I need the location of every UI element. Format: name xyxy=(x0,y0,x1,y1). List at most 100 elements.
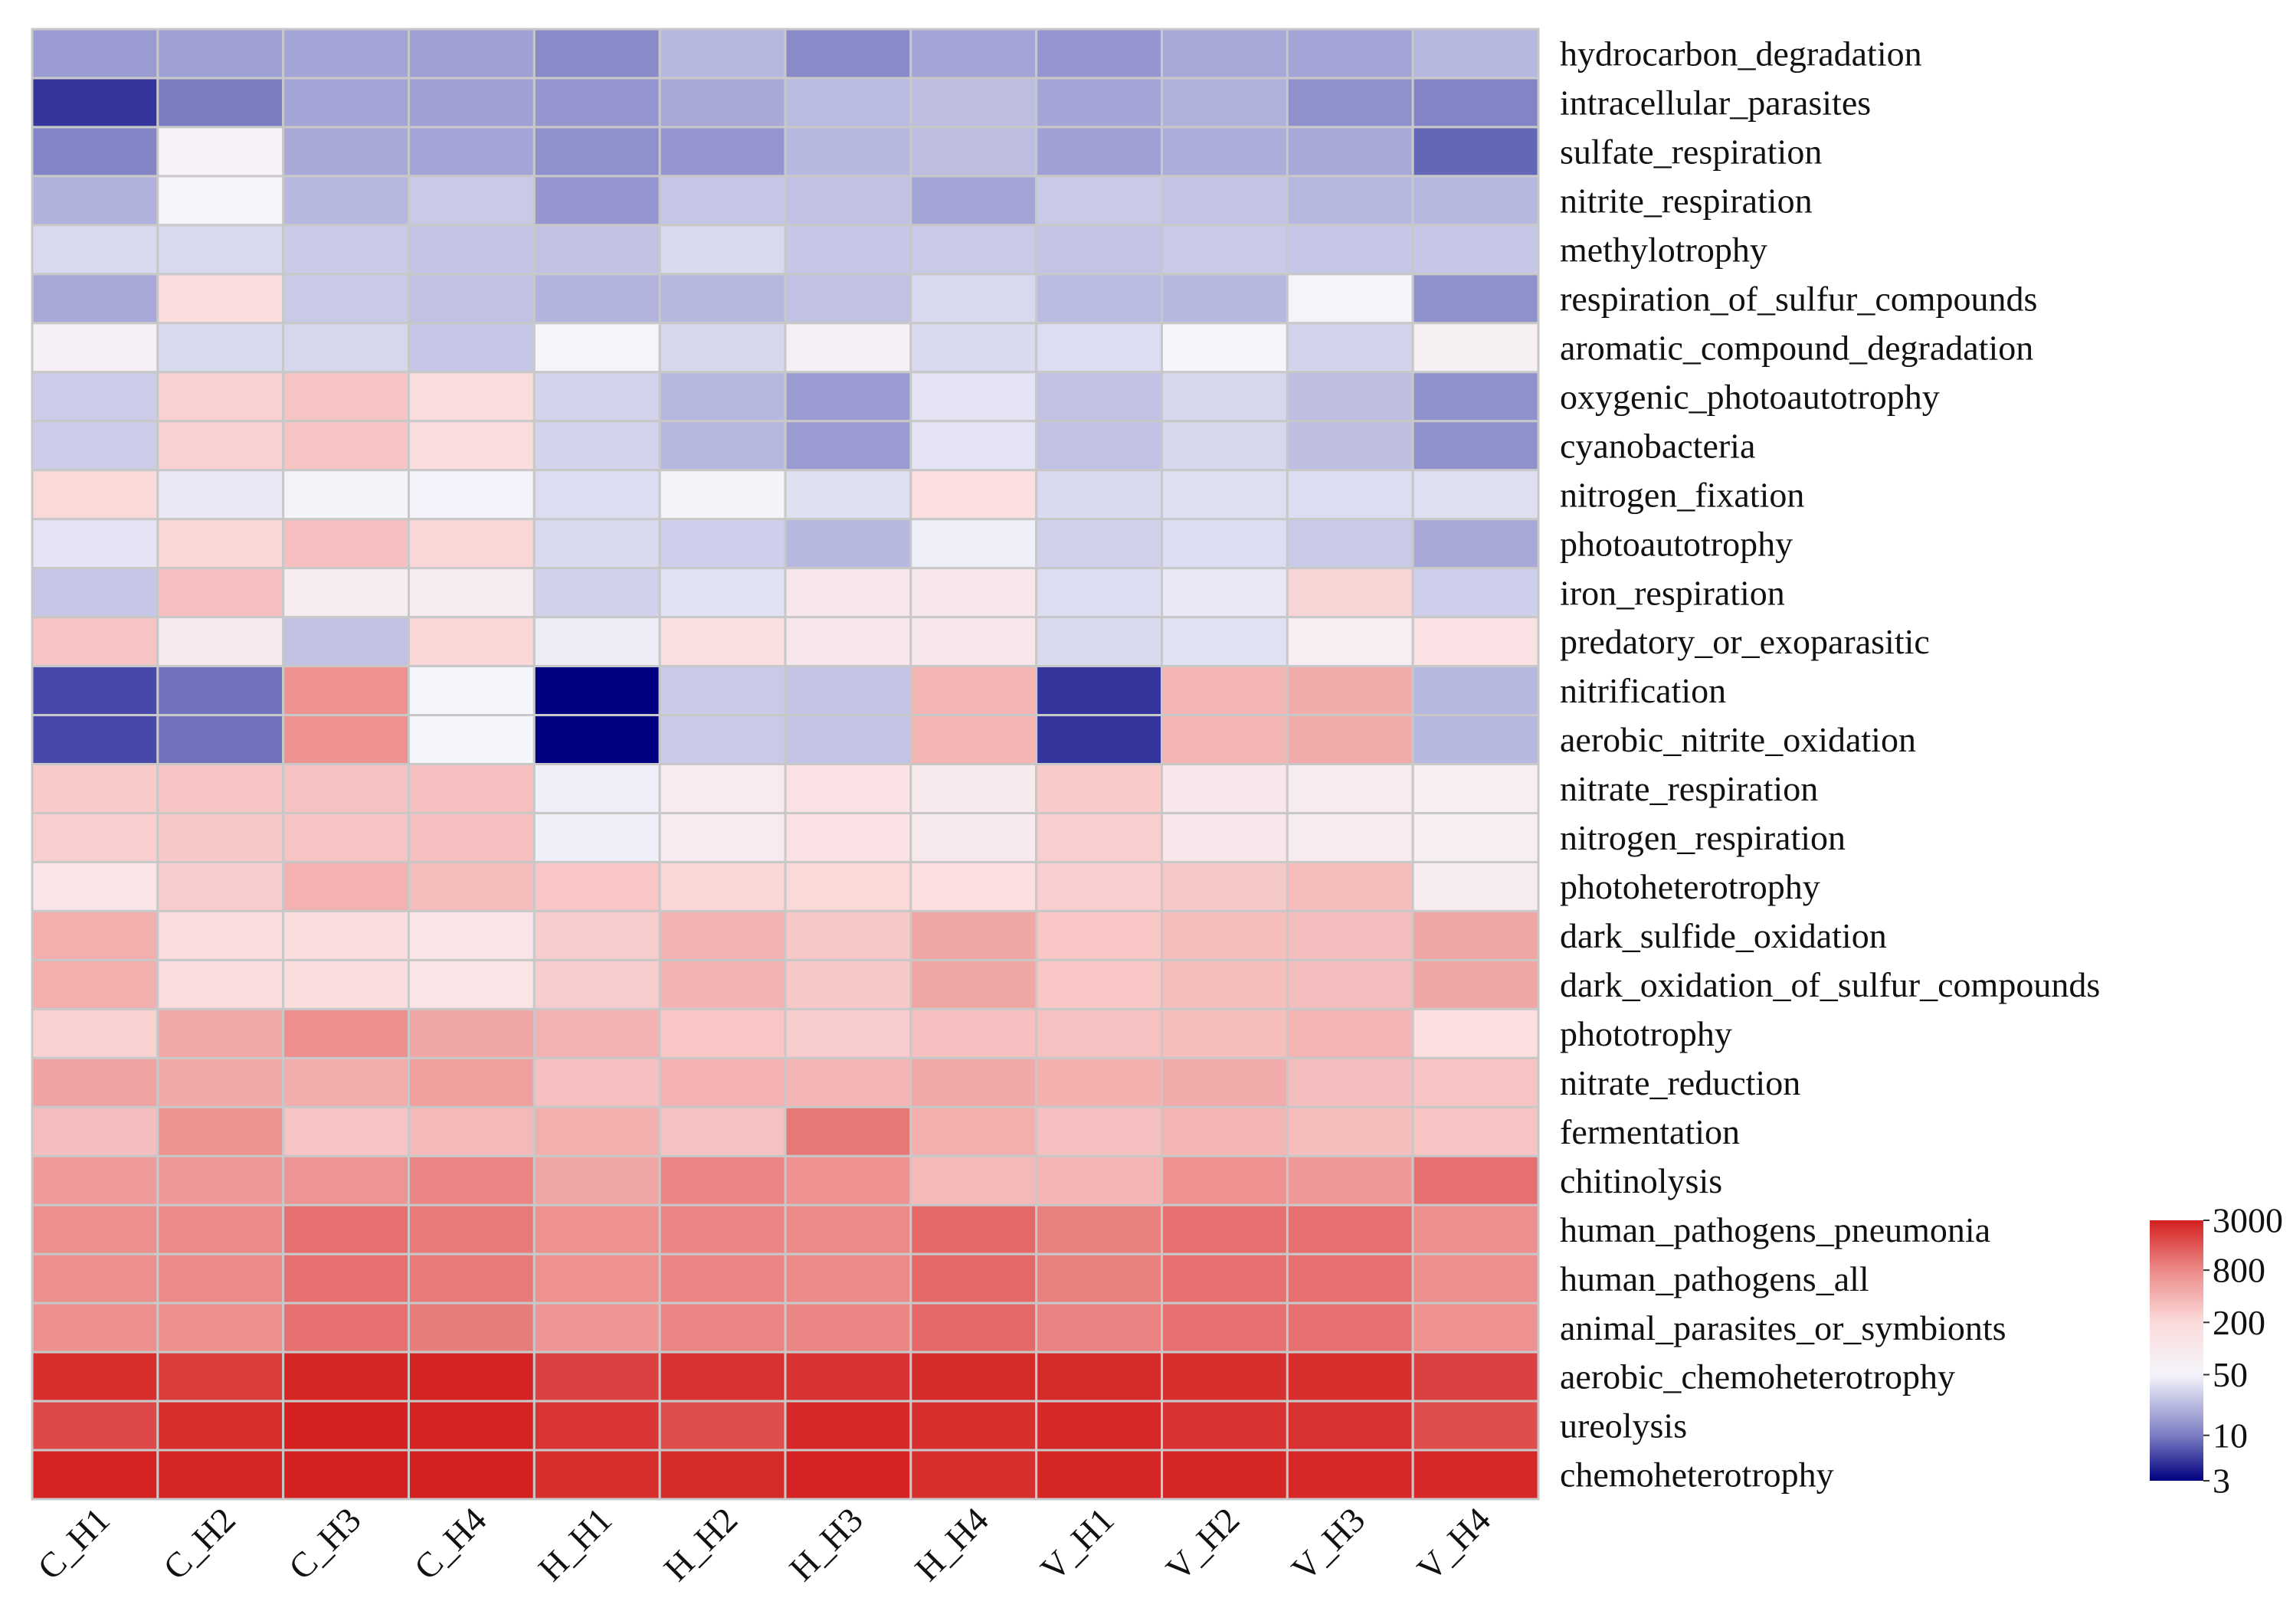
color-legend: 3000 800 200 50 10 3 xyxy=(2150,1201,2283,1501)
heatmap-cell xyxy=(408,909,536,961)
heatmap-cell xyxy=(784,665,912,717)
heatmap-cell xyxy=(658,322,787,374)
heatmap-cell xyxy=(31,1252,159,1305)
heatmap-cell xyxy=(1161,909,1289,961)
row-label: respiration_of_sulfur_compounds xyxy=(1560,280,2037,319)
heatmap-cell xyxy=(1035,714,1164,766)
row-label: dark_sulfide_oxidation xyxy=(1560,916,1887,955)
heatmap-cell xyxy=(31,811,159,863)
heatmap-cell xyxy=(909,860,1038,912)
heatmap-cell xyxy=(784,714,912,766)
column-label: H_H3 xyxy=(781,1500,870,1589)
heatmap-cell xyxy=(1035,860,1164,912)
row-label: aerobic_chemoheterotrophy xyxy=(1560,1357,1955,1396)
heatmap-cell xyxy=(156,518,285,570)
row-label: ureolysis xyxy=(1560,1406,1687,1446)
heatmap-cell xyxy=(31,224,159,276)
row-label: chemoheterotrophy xyxy=(1560,1455,1834,1495)
heatmap-cell xyxy=(532,714,661,766)
heatmap-cell xyxy=(1035,322,1164,374)
heatmap-cell xyxy=(784,420,912,472)
heatmap-cell xyxy=(784,811,912,863)
heatmap-cell xyxy=(1161,273,1289,325)
heatmap-cell xyxy=(1286,322,1414,374)
heatmap-cell xyxy=(31,1203,159,1256)
heatmap-cell xyxy=(282,567,411,619)
heatmap-cell xyxy=(784,175,912,227)
heatmap-cell xyxy=(532,958,661,1010)
heatmap-cell xyxy=(1286,860,1414,912)
heatmap-cell xyxy=(1286,1105,1414,1157)
heatmap-cell xyxy=(1411,126,1540,178)
heatmap-cell xyxy=(532,1301,661,1354)
heatmap-cell xyxy=(1411,518,1540,570)
heatmap-cell xyxy=(658,1007,787,1059)
heatmap-cell xyxy=(31,1056,159,1108)
row-label: nitrogen_respiration xyxy=(1560,818,1846,857)
heatmap-cell xyxy=(658,1449,787,1501)
heatmap-cell xyxy=(1161,958,1289,1010)
heatmap-cell xyxy=(909,1007,1038,1059)
heatmap-cell xyxy=(909,322,1038,374)
heatmap-cell xyxy=(1161,28,1289,80)
heatmap-cell xyxy=(1035,616,1164,668)
legend-tick-label: 200 xyxy=(2213,1303,2265,1342)
heatmap-cell xyxy=(282,28,411,80)
heatmap-cell xyxy=(1286,567,1414,619)
heatmap-cell xyxy=(1161,175,1289,227)
row-label: oxygenic_photoautotrophy xyxy=(1560,377,1940,416)
heatmap-cell xyxy=(408,469,536,521)
heatmap-cell xyxy=(909,371,1038,423)
heatmap-cell xyxy=(532,1351,661,1403)
heatmap-cell xyxy=(31,273,159,325)
heatmap-cell xyxy=(784,1351,912,1403)
row-label: nitrate_reduction xyxy=(1560,1063,1800,1102)
heatmap-cell xyxy=(532,616,661,668)
column-labels: C_H1 C_H2 C_H3 C_H4 H_H1 H_H2 H_H3 H_H4 V_H1 V_H2… xyxy=(30,1500,1498,1589)
heatmap-cell xyxy=(784,28,912,80)
heatmap-cell xyxy=(784,322,912,374)
heatmap-cell xyxy=(532,273,661,325)
heatmap-cell xyxy=(909,909,1038,961)
heatmap-cell xyxy=(31,665,159,717)
heatmap-cell xyxy=(658,371,787,423)
heatmap-cell xyxy=(1035,1252,1164,1305)
heatmap-cell xyxy=(408,811,536,863)
heatmap-cell xyxy=(784,909,912,961)
heatmap-cell xyxy=(1411,1301,1540,1354)
row-label: nitrate_respiration xyxy=(1560,769,1818,808)
heatmap-cell xyxy=(532,1252,661,1305)
heatmap-cell xyxy=(1161,1154,1289,1207)
heatmap-cell xyxy=(1161,860,1289,912)
heatmap-cell xyxy=(784,469,912,521)
heatmap-cell xyxy=(1035,567,1164,619)
heatmap-cell xyxy=(658,1301,787,1354)
heatmap-cell xyxy=(282,958,411,1010)
heatmap-cell xyxy=(1035,763,1164,814)
heatmap-cell xyxy=(532,175,661,227)
heatmap-cell xyxy=(1161,518,1289,570)
heatmap-cell xyxy=(1411,860,1540,912)
column-label: H_H1 xyxy=(531,1500,620,1589)
heatmap-cell xyxy=(156,1449,285,1501)
row-label: human_pathogens_all xyxy=(1560,1259,1869,1298)
heatmap-cell xyxy=(1035,371,1164,423)
heatmap-cell xyxy=(1411,322,1540,374)
heatmap-cell xyxy=(658,811,787,863)
heatmap-cell xyxy=(156,371,285,423)
heatmap-cell xyxy=(282,469,411,521)
heatmap-cell xyxy=(408,371,536,423)
heatmap-cell xyxy=(1035,665,1164,717)
heatmap-cell xyxy=(784,371,912,423)
heatmap-cell xyxy=(156,1105,285,1157)
heatmap-cell xyxy=(156,909,285,961)
heatmap-cell xyxy=(408,616,536,668)
heatmap-cell xyxy=(408,126,536,178)
heatmap-cell xyxy=(282,714,411,766)
heatmap-cell xyxy=(1035,811,1164,863)
heatmap-cell xyxy=(408,175,536,227)
heatmap-cell xyxy=(784,860,912,912)
heatmap-cell xyxy=(1411,665,1540,717)
heatmap-cell xyxy=(31,469,159,521)
heatmap-cell xyxy=(156,860,285,912)
